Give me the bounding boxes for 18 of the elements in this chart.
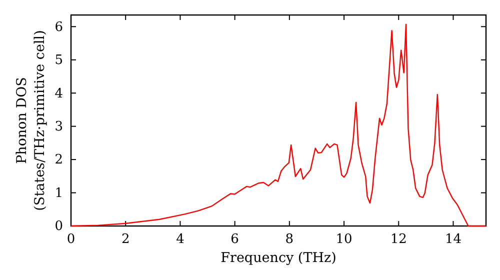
y-tick-label: 6: [54, 20, 63, 35]
y-tick-label: 3: [54, 119, 63, 134]
x-tick-label: 2: [121, 232, 130, 248]
y-tick-label: 4: [54, 86, 63, 102]
y-tick-label: 0: [54, 219, 63, 234]
y-tick-label: 2: [54, 152, 63, 168]
x-tick-label: 10: [336, 232, 352, 248]
y-axis-title: Phonon DOS (States/THz·primitive cell): [14, 30, 48, 211]
x-tick-label: 12: [390, 232, 407, 248]
x-tick-label: 14: [444, 232, 462, 248]
x-tick-label: 8: [285, 232, 294, 248]
y-tick-label: 5: [54, 53, 63, 68]
x-tick-label: 6: [230, 232, 239, 248]
x-tick-label: 4: [176, 232, 184, 248]
x-tick-label: 0: [66, 232, 76, 248]
x-axis-title: Frequency (THz): [220, 250, 336, 266]
y-tick-label: 1: [54, 186, 63, 201]
line-series: [70, 24, 487, 227]
